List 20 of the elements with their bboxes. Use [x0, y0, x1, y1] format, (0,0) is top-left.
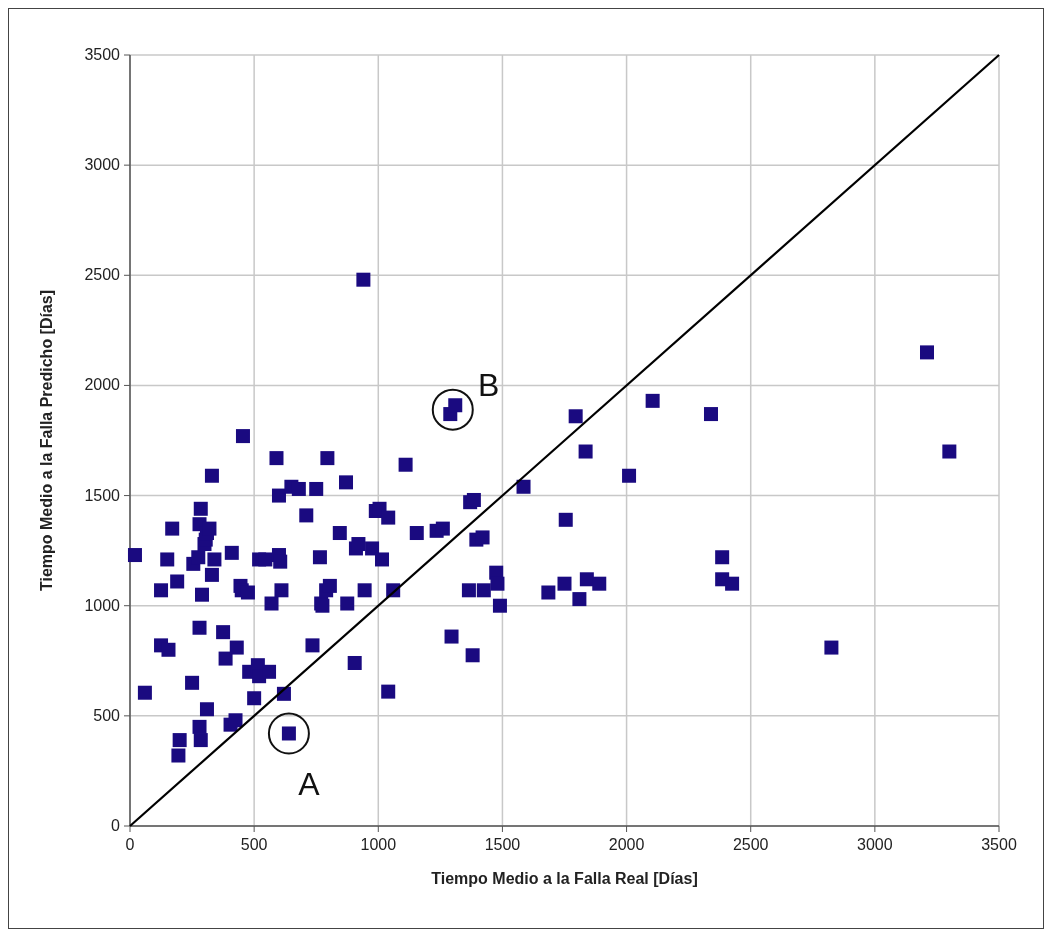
y-tick-label: 500 [93, 706, 121, 724]
y-tick-label: 1000 [84, 596, 121, 614]
x-tick-label: 1000 [360, 836, 397, 853]
y-axis-title: Tiempo Medio a la Falla Predicho [Días] [38, 289, 55, 592]
y-tick-label: 3000 [84, 156, 121, 174]
x-tick-label: 1500 [484, 836, 521, 853]
y-tick-label: 1500 [84, 486, 121, 504]
x-tick-label: 500 [240, 836, 268, 853]
y-tick-label: 2000 [84, 376, 121, 394]
x-tick-label: 3000 [857, 836, 893, 853]
y-tick-label: 3500 [84, 46, 121, 63]
x-tick-label: 2000 [608, 836, 645, 853]
annotation: A [298, 766, 321, 803]
x-tick-label: 3500 [981, 836, 1017, 853]
x-tick-label: 0 [125, 836, 135, 853]
annotation: B [478, 366, 500, 403]
x-axis-title: Tiempo Medio a la Falla Real [Días] [431, 870, 698, 887]
y-tick-label: 2500 [84, 266, 121, 284]
y-tick-label: 0 [111, 817, 121, 834]
x-tick-label: 2500 [732, 836, 769, 853]
